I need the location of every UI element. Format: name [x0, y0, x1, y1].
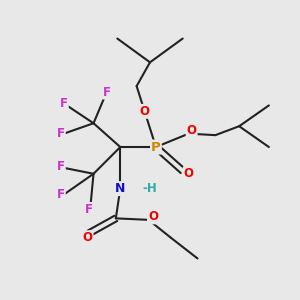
Text: F: F	[85, 203, 93, 216]
Text: F: F	[103, 85, 111, 98]
Text: O: O	[82, 231, 93, 244]
Text: F: F	[60, 98, 68, 110]
Text: F: F	[57, 160, 65, 173]
Text: O: O	[187, 124, 196, 137]
Text: O: O	[139, 105, 149, 118]
Text: O: O	[148, 210, 158, 224]
Text: F: F	[57, 127, 65, 140]
Text: O: O	[184, 167, 194, 180]
Text: -H: -H	[142, 182, 157, 195]
Text: P: P	[151, 140, 161, 154]
Text: N: N	[115, 182, 125, 195]
Text: F: F	[57, 188, 65, 201]
